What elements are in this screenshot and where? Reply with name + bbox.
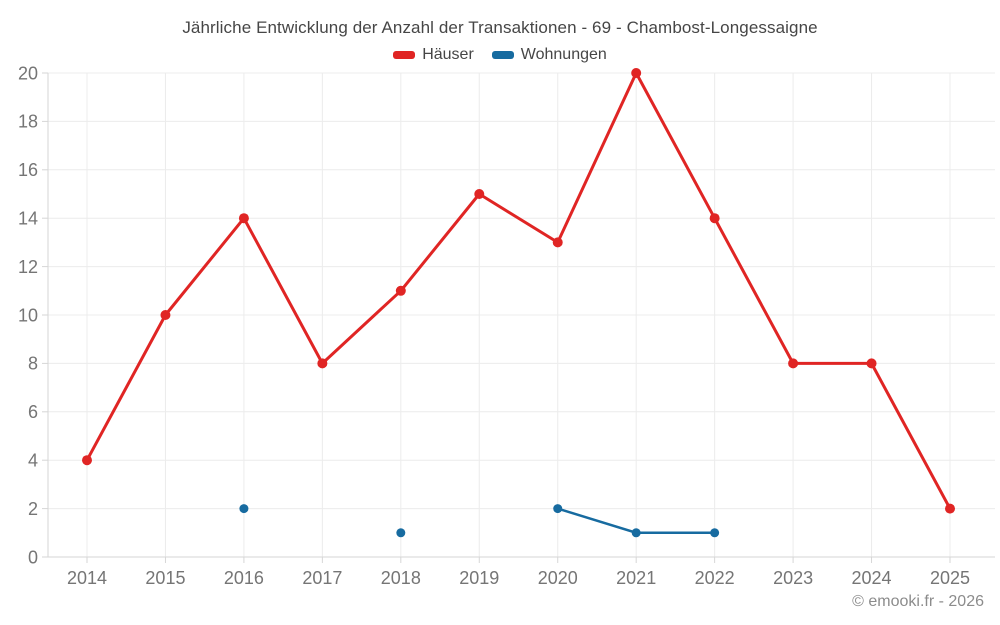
series-line-hauser	[556, 71, 638, 244]
y-tick-label: 12	[18, 257, 38, 277]
y-tick-label: 4	[28, 451, 38, 471]
y-tick-label: 14	[18, 209, 38, 229]
y-tick-label: 18	[18, 112, 38, 132]
x-tick-label: 2020	[538, 568, 578, 588]
x-tick-label: 2015	[145, 568, 185, 588]
series-line-hauser	[870, 361, 952, 511]
data-point-hauser-2019[interactable]	[474, 189, 485, 199]
y-tick-label: 8	[28, 354, 38, 374]
legend-item-wohnungen[interactable]: Wohnungen	[491, 46, 607, 64]
series-line-hauser	[163, 216, 246, 317]
legend-swatch-hauser	[393, 51, 416, 59]
x-tick-label: 2021	[616, 568, 656, 588]
copyright-footer: © emooki.fr - 2026	[852, 593, 984, 610]
series-line-hauser	[242, 216, 324, 365]
x-tick-label: 2017	[302, 568, 342, 588]
series-line-hauser	[477, 192, 560, 244]
x-tick-label: 2023	[773, 568, 813, 588]
x-tick-label: 2024	[852, 568, 892, 588]
series-line-wohnungen	[556, 507, 638, 535]
x-tick-label: 2025	[930, 568, 970, 588]
data-point-hauser-2022[interactable]	[709, 213, 720, 224]
series-line-hauser	[399, 192, 481, 293]
data-point-hauser-2015[interactable]	[160, 310, 171, 320]
x-tick-label: 2016	[224, 568, 264, 588]
x-tick-label: 2018	[381, 568, 421, 588]
series-line-hauser	[713, 216, 795, 365]
series-line-hauser	[320, 289, 403, 365]
data-point-hauser-2017[interactable]	[317, 358, 328, 369]
legend-item-hauser[interactable]: Häuser	[393, 46, 474, 64]
y-tick-label: 20	[18, 63, 38, 83]
y-tick-label: 0	[28, 547, 38, 567]
series-line-hauser	[634, 71, 717, 220]
legend: Häuser Wohnungen	[0, 46, 1000, 64]
y-tick-label: 10	[18, 305, 38, 325]
data-point-hauser-2016[interactable]	[238, 213, 249, 224]
data-point-wohnungen-2018[interactable]	[396, 528, 406, 538]
x-tick-label: 2022	[695, 568, 735, 588]
y-tick-label: 2	[28, 499, 38, 519]
data-point-hauser-2025[interactable]	[945, 503, 955, 514]
x-tick-label: 2019	[459, 568, 499, 588]
data-point-hauser-2023[interactable]	[788, 358, 799, 369]
data-point-hauser-2020[interactable]	[552, 237, 563, 248]
legend-label: Wohnungen	[520, 46, 607, 63]
data-point-hauser-2021[interactable]	[631, 68, 642, 78]
data-point-wohnungen-2016[interactable]	[239, 504, 249, 514]
legend-label: Häuser	[422, 46, 474, 63]
data-point-hauser-2018[interactable]	[395, 285, 406, 296]
y-tick-label: 6	[28, 402, 38, 422]
data-point-wohnungen-2020[interactable]	[553, 504, 563, 514]
data-point-wohnungen-2021[interactable]	[631, 528, 641, 538]
data-point-hauser-2014[interactable]	[82, 455, 92, 466]
series-line-hauser	[85, 313, 167, 462]
data-point-hauser-2024[interactable]	[866, 358, 877, 369]
x-tick-label: 2014	[67, 568, 107, 588]
chart-title: Jährliche Entwicklung der Anzahl der Tra…	[182, 18, 818, 37]
y-tick-label: 16	[18, 160, 38, 180]
data-point-wohnungen-2022[interactable]	[710, 528, 720, 538]
legend-swatch-wohnungen	[491, 51, 514, 59]
